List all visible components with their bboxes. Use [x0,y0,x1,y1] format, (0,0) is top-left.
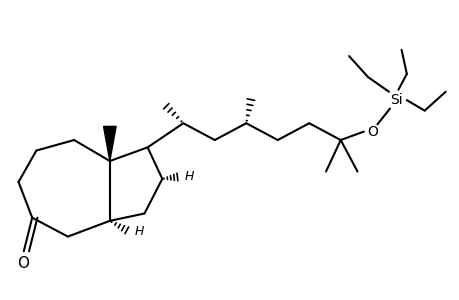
Text: O: O [17,256,28,272]
Text: H: H [185,170,194,183]
Text: O: O [366,124,377,139]
Polygon shape [103,126,116,161]
Text: H: H [134,225,144,238]
Text: Si: Si [389,93,402,107]
